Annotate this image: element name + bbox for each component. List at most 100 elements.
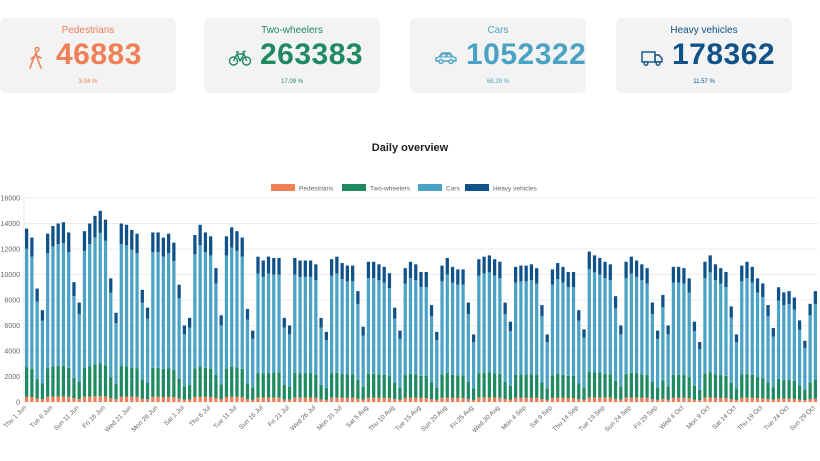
card-value: 1052322 — [466, 38, 587, 71]
bar-segment-two-wheelers — [324, 387, 328, 400]
bar-segment-two-wheelers — [745, 373, 749, 398]
bar-segment-cars — [487, 272, 491, 373]
bar-segment-cars — [529, 280, 534, 375]
bar-segment-heavy-vehicles — [224, 236, 229, 256]
bar-segment-cars — [298, 276, 302, 374]
bar-segment-two-wheelers — [403, 375, 407, 398]
bar-segment-cars — [508, 330, 513, 386]
bar-segment-two-wheelers — [98, 363, 102, 397]
bar-segment-pedestrians — [303, 397, 307, 402]
bar-segment-pedestrians — [535, 397, 539, 402]
bar-segment-pedestrians — [634, 397, 639, 402]
summary-card-pedestrians: Pedestrians 46883 3.04 % — [0, 18, 176, 93]
bar-segment-pedestrians — [109, 398, 113, 402]
bar-segment-pedestrians — [561, 397, 565, 402]
bar-segment-cars — [351, 281, 355, 375]
bar-segment-pedestrians — [435, 399, 439, 402]
bar-segment-cars — [655, 338, 660, 388]
bar-segment-heavy-vehicles — [566, 271, 570, 288]
bar-segment-two-wheelers — [661, 380, 665, 399]
bar-segment-two-wheelers — [298, 373, 302, 398]
bar-segment-pedestrians — [377, 397, 381, 402]
bar-segment-two-wheelers — [35, 379, 39, 399]
bar-segment-cars — [335, 273, 339, 373]
bar-segment-pedestrians — [24, 396, 29, 402]
bar-segment-heavy-vehicles — [403, 268, 407, 284]
bar-segment-heavy-vehicles — [82, 231, 87, 251]
bar-segment-pedestrians — [766, 399, 770, 402]
x-tick-label: Thu 6 Jul — [188, 404, 212, 428]
bar-segment-pedestrians — [130, 396, 134, 402]
x-tick-label: Sat 5 Aug — [345, 404, 370, 429]
bar-segment-heavy-vehicles — [771, 328, 775, 337]
x-tick-label: Fri 21 Jul — [267, 404, 291, 428]
y-tick-label: 10000 — [1, 272, 21, 279]
bar-segment-cars — [734, 342, 739, 389]
bar-segment-cars — [608, 280, 612, 375]
bar-segment-pedestrians — [114, 399, 118, 402]
bar-segment-heavy-vehicles — [550, 269, 555, 285]
bar-segment-heavy-vehicles — [219, 315, 223, 326]
x-tick-label: Wed 21 Jun — [104, 404, 134, 434]
bar-segment-heavy-vehicles — [803, 340, 807, 348]
bar-segment-pedestrians — [98, 396, 102, 402]
bar-segment-two-wheelers — [529, 374, 534, 398]
bar-segment-heavy-vehicles — [650, 302, 654, 315]
bar-segment-cars — [88, 244, 92, 367]
bar-segment-cars — [645, 283, 649, 376]
bar-segment-pedestrians — [224, 396, 229, 402]
bar-segment-two-wheelers — [719, 375, 723, 398]
summary-card-two-wheelers: Two-wheelers 263383 17.09 % — [204, 18, 380, 93]
bar-segment-heavy-vehicles — [529, 264, 534, 281]
bar-segment-cars — [587, 268, 591, 372]
bar-segment-heavy-vehicles — [93, 215, 97, 238]
bar-segment-two-wheelers — [608, 374, 612, 398]
bar-segment-heavy-vehicles — [414, 264, 418, 281]
bar-segment-two-wheelers — [419, 375, 423, 399]
bar-segment-two-wheelers — [603, 373, 607, 398]
bar-segment-pedestrians — [740, 397, 744, 402]
bar-segment-pedestrians — [77, 398, 81, 402]
car-icon — [434, 46, 458, 70]
bar-segment-two-wheelers — [329, 373, 334, 398]
bar-segment-two-wheelers — [582, 387, 586, 400]
x-tick-label: Fri 29 Sep — [633, 404, 659, 430]
bar-segment-heavy-vehicles — [56, 223, 60, 245]
bar-segment-two-wheelers — [682, 375, 686, 398]
bar-segment-heavy-vehicles — [240, 237, 244, 257]
bar-segment-two-wheelers — [88, 366, 92, 397]
bar-segment-heavy-vehicles — [287, 325, 292, 335]
x-tick-label: Sun 29 Oct — [789, 404, 817, 432]
bar-segment-heavy-vehicles — [293, 257, 297, 275]
bar-segment-heavy-vehicles — [161, 237, 165, 257]
bar-segment-cars — [214, 283, 218, 376]
bar-segment-heavy-vehicles — [77, 302, 81, 315]
bar-segment-cars — [750, 282, 754, 375]
bar-segment-cars — [724, 287, 728, 376]
bar-segment-two-wheelers — [619, 386, 623, 400]
bar-segment-pedestrians — [466, 398, 470, 402]
bar-segment-cars — [698, 349, 702, 390]
bar-segment-two-wheelers — [487, 372, 491, 398]
bar-segment-two-wheelers — [514, 374, 518, 398]
bar-segment-cars — [72, 296, 76, 378]
bar-segment-two-wheelers — [51, 366, 55, 397]
bar-segment-cars — [429, 316, 434, 383]
bar-segment-two-wheelers — [524, 374, 528, 398]
bar-segment-pedestrians — [587, 397, 591, 402]
bar-segment-cars — [450, 282, 455, 375]
bar-segment-heavy-vehicles — [193, 234, 197, 255]
bar-segment-two-wheelers — [398, 387, 402, 400]
bar-segment-pedestrians — [666, 399, 670, 402]
bar-segment-pedestrians — [88, 396, 92, 402]
bar-segment-two-wheelers — [103, 365, 108, 397]
bar-segment-cars — [251, 338, 255, 388]
bar-segment-two-wheelers — [351, 374, 355, 398]
bar-segment-two-wheelers — [308, 373, 313, 398]
bar-segment-heavy-vehicles — [98, 210, 102, 233]
bar-segment-pedestrians — [403, 397, 407, 402]
truck-icon — [640, 46, 664, 70]
bar-segment-cars — [240, 256, 244, 369]
bar-segment-pedestrians — [166, 396, 171, 402]
bar-segment-cars — [77, 314, 81, 382]
